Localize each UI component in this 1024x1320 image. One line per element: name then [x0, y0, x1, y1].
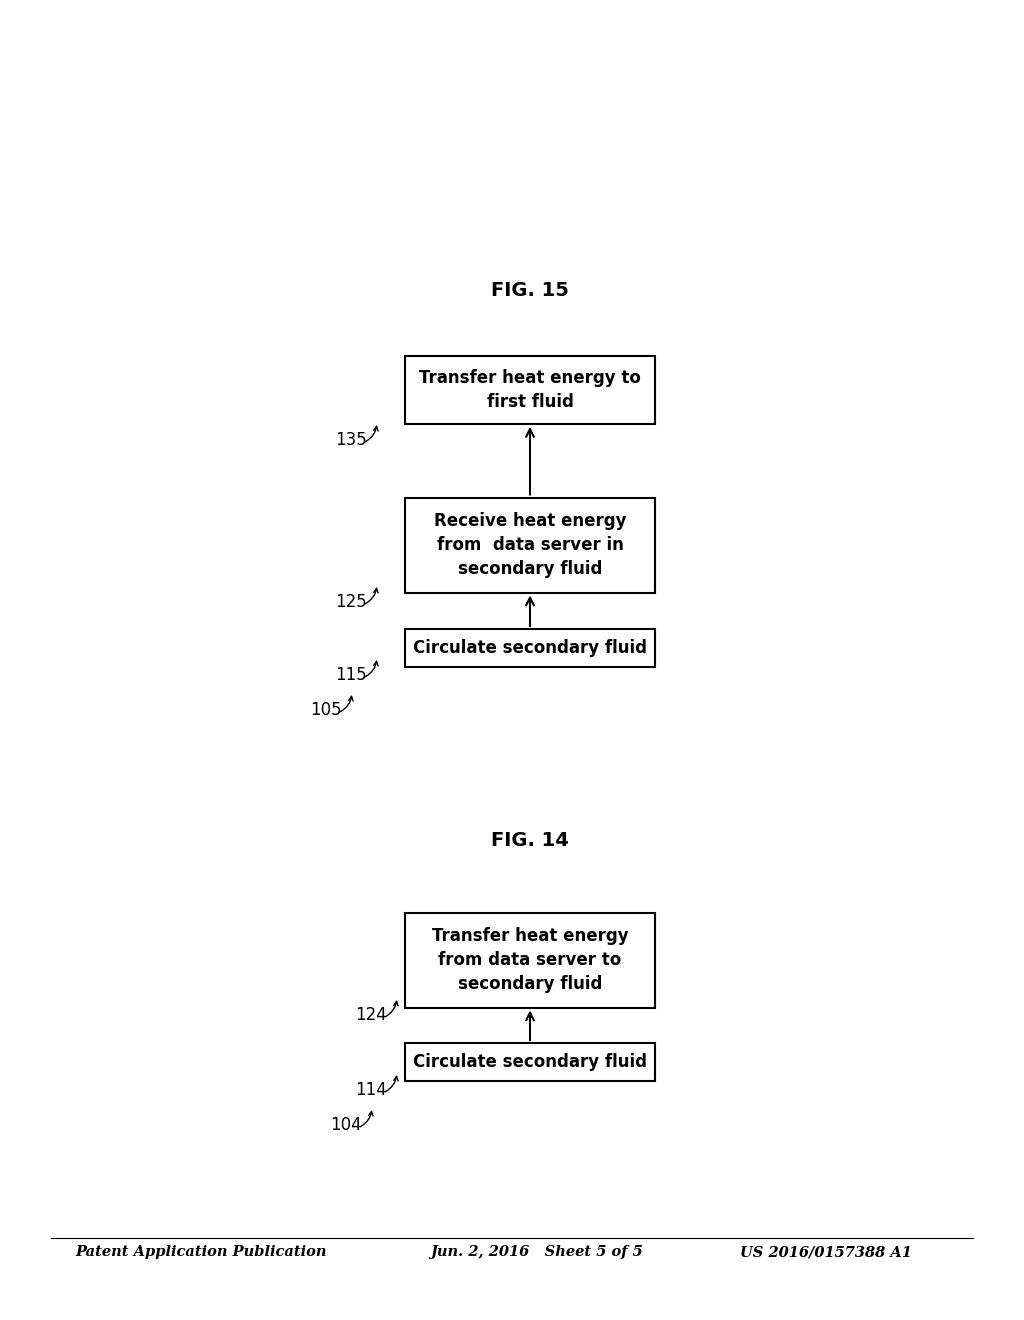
Text: FIG. 15: FIG. 15: [492, 281, 569, 300]
Bar: [406, 630, 655, 667]
Bar: [406, 1043, 655, 1081]
Text: Transfer heat energy
from data server to
secondary fluid: Transfer heat energy from data server to…: [432, 928, 629, 993]
Text: Patent Application Publication: Patent Application Publication: [75, 1245, 327, 1259]
Bar: [406, 356, 655, 424]
Text: 104: 104: [330, 1115, 361, 1134]
Text: 135: 135: [335, 432, 367, 449]
Bar: [406, 912, 655, 1007]
Text: Jun. 2, 2016   Sheet 5 of 5: Jun. 2, 2016 Sheet 5 of 5: [430, 1245, 643, 1259]
Text: 125: 125: [335, 593, 367, 611]
Text: Transfer heat energy to
first fluid: Transfer heat energy to first fluid: [419, 370, 641, 411]
Text: Circulate secondary fluid: Circulate secondary fluid: [413, 639, 647, 657]
Text: 115: 115: [335, 667, 367, 684]
Text: 114: 114: [355, 1081, 387, 1100]
Text: FIG. 14: FIG. 14: [492, 830, 569, 850]
Text: US 2016/0157388 A1: US 2016/0157388 A1: [740, 1245, 912, 1259]
Text: 105: 105: [310, 701, 342, 719]
Text: 124: 124: [355, 1006, 387, 1024]
Text: Receive heat energy
from  data server in
secondary fluid: Receive heat energy from data server in …: [434, 512, 627, 578]
Bar: [406, 498, 655, 593]
Text: Circulate secondary fluid: Circulate secondary fluid: [413, 1053, 647, 1071]
